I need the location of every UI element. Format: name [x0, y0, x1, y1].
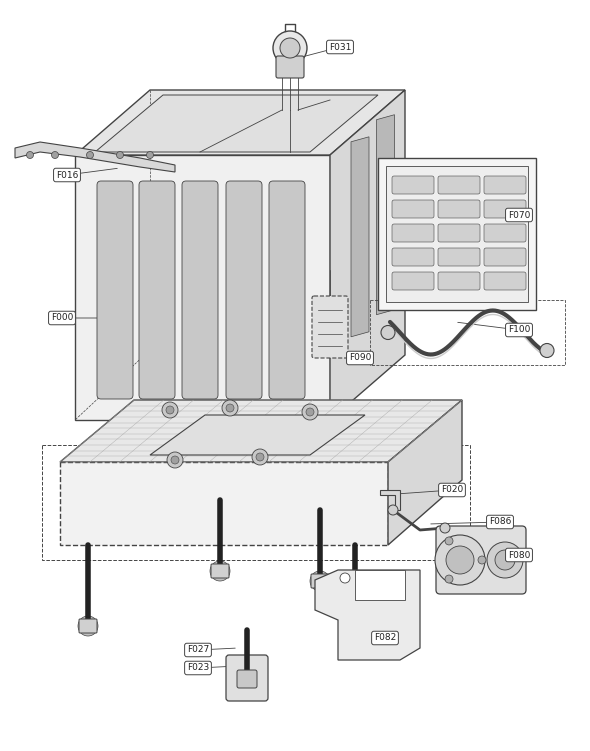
FancyBboxPatch shape — [438, 248, 480, 266]
FancyBboxPatch shape — [436, 526, 526, 594]
FancyBboxPatch shape — [392, 272, 434, 290]
FancyBboxPatch shape — [392, 224, 434, 242]
Circle shape — [306, 408, 314, 416]
FancyBboxPatch shape — [211, 564, 229, 578]
Polygon shape — [378, 158, 536, 310]
Polygon shape — [388, 400, 462, 545]
Circle shape — [256, 453, 264, 461]
Polygon shape — [60, 462, 388, 545]
FancyBboxPatch shape — [392, 248, 434, 266]
Circle shape — [487, 542, 523, 578]
FancyBboxPatch shape — [237, 670, 257, 688]
Text: F100: F100 — [508, 325, 530, 334]
Circle shape — [345, 616, 365, 636]
FancyBboxPatch shape — [346, 619, 364, 633]
Circle shape — [51, 152, 58, 158]
Text: F082: F082 — [374, 634, 396, 643]
FancyBboxPatch shape — [79, 619, 97, 633]
Polygon shape — [15, 142, 175, 172]
Circle shape — [252, 449, 268, 465]
FancyBboxPatch shape — [484, 176, 526, 194]
Polygon shape — [330, 90, 405, 420]
Circle shape — [167, 452, 183, 468]
FancyBboxPatch shape — [484, 248, 526, 266]
Circle shape — [226, 404, 234, 412]
Text: F016: F016 — [56, 170, 78, 179]
FancyBboxPatch shape — [97, 181, 133, 399]
Circle shape — [27, 152, 34, 158]
Text: F070: F070 — [508, 210, 530, 219]
Polygon shape — [376, 115, 395, 315]
Circle shape — [445, 575, 453, 583]
FancyBboxPatch shape — [484, 272, 526, 290]
Text: F027: F027 — [187, 646, 209, 655]
Circle shape — [435, 535, 485, 585]
Polygon shape — [60, 400, 462, 462]
Circle shape — [381, 325, 395, 339]
Circle shape — [440, 523, 450, 533]
Circle shape — [87, 152, 93, 158]
Bar — [370, 300, 565, 365]
FancyBboxPatch shape — [438, 224, 480, 242]
Text: F080: F080 — [508, 550, 530, 559]
Circle shape — [310, 571, 330, 591]
Circle shape — [445, 537, 453, 545]
FancyBboxPatch shape — [312, 296, 348, 358]
Circle shape — [162, 402, 178, 418]
Polygon shape — [380, 490, 400, 510]
Circle shape — [146, 152, 153, 158]
Polygon shape — [386, 166, 528, 302]
FancyBboxPatch shape — [182, 181, 218, 399]
Circle shape — [302, 404, 318, 420]
Text: F023: F023 — [187, 663, 209, 672]
Circle shape — [273, 31, 307, 65]
Text: F031: F031 — [329, 43, 351, 52]
FancyBboxPatch shape — [139, 181, 175, 399]
FancyBboxPatch shape — [276, 56, 304, 78]
Circle shape — [446, 546, 474, 574]
Polygon shape — [351, 137, 369, 336]
Circle shape — [166, 406, 174, 414]
FancyBboxPatch shape — [392, 200, 434, 218]
Circle shape — [222, 400, 238, 416]
Text: F086: F086 — [489, 517, 511, 526]
FancyBboxPatch shape — [311, 574, 329, 588]
Circle shape — [210, 561, 230, 581]
FancyBboxPatch shape — [392, 176, 434, 194]
Polygon shape — [315, 570, 420, 660]
FancyBboxPatch shape — [226, 181, 262, 399]
Polygon shape — [150, 415, 365, 455]
FancyBboxPatch shape — [484, 200, 526, 218]
Text: F090: F090 — [349, 354, 371, 363]
Polygon shape — [75, 155, 330, 420]
Circle shape — [280, 38, 300, 58]
FancyBboxPatch shape — [226, 655, 268, 701]
FancyBboxPatch shape — [484, 224, 526, 242]
Text: F020: F020 — [441, 485, 463, 494]
Circle shape — [340, 573, 350, 583]
FancyBboxPatch shape — [438, 176, 480, 194]
Bar — [355, 570, 405, 600]
Circle shape — [478, 556, 486, 564]
Text: F000: F000 — [51, 313, 73, 322]
FancyBboxPatch shape — [438, 272, 480, 290]
Circle shape — [540, 343, 554, 357]
Circle shape — [116, 152, 123, 158]
Circle shape — [388, 505, 398, 515]
FancyBboxPatch shape — [438, 200, 480, 218]
Circle shape — [171, 456, 179, 464]
Polygon shape — [75, 90, 405, 155]
Circle shape — [495, 550, 515, 570]
Circle shape — [78, 616, 98, 636]
Polygon shape — [95, 95, 378, 152]
FancyBboxPatch shape — [269, 181, 305, 399]
